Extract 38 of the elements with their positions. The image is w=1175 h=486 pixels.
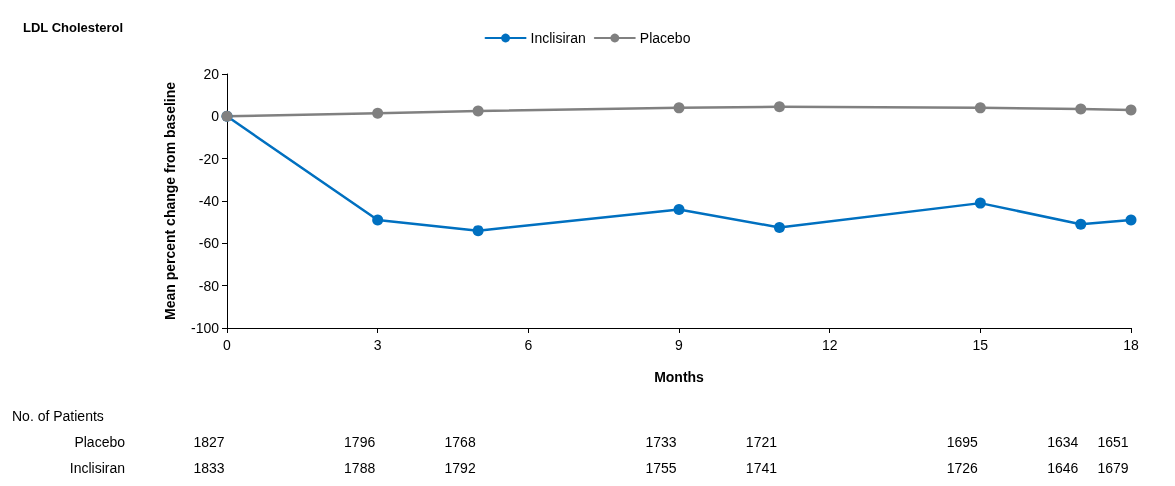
text: 1833 (193, 460, 225, 476)
text: 1733 (645, 434, 677, 450)
text: 1827 (193, 434, 225, 450)
x-tick-label: 15 (972, 337, 989, 353)
text: LDL Cholesterol (23, 20, 124, 35)
text: 1788 (344, 460, 376, 476)
y-tick-label: -80 (198, 277, 220, 294)
x-axis-title: Months (654, 369, 705, 385)
x-tick-label: 0 (223, 337, 232, 353)
text: 1695 (946, 434, 979, 450)
y-tick-label: -40 (198, 193, 220, 209)
legend-label: Placebo (639, 30, 691, 46)
text: 1634 (1047, 434, 1079, 450)
x-tick-label: 6 (524, 337, 533, 353)
text: 1651 (1097, 434, 1129, 450)
text: 1721 (745, 434, 778, 450)
legend-label: Inclisiran (530, 30, 586, 46)
text: 1646 (1047, 460, 1079, 476)
text: No. of Patients (12, 408, 104, 424)
y-axis-title: Mean percent change from baseline (162, 81, 178, 321)
text: Inclisiran (69, 460, 125, 476)
y-tick-label: -60 (198, 235, 220, 252)
y-tick-label: 0 (211, 108, 220, 125)
text: Placebo (74, 434, 126, 450)
text: 1679 (1097, 460, 1129, 476)
x-tick-label: 9 (675, 337, 684, 353)
x-tick-label: 3 (373, 337, 382, 353)
text: 1796 (344, 434, 376, 450)
text: 1768 (444, 434, 476, 450)
y-tick-label: -20 (198, 150, 220, 167)
text: 1792 (444, 460, 476, 476)
text: 1755 (645, 460, 677, 476)
x-tick-label: 18 (1123, 337, 1139, 353)
text: 1726 (946, 460, 979, 476)
y-tick-label: -100 (190, 320, 220, 336)
y-tick-label: 20 (203, 66, 220, 82)
text: 1741 (745, 460, 778, 476)
x-tick-label: 12 (821, 337, 838, 353)
